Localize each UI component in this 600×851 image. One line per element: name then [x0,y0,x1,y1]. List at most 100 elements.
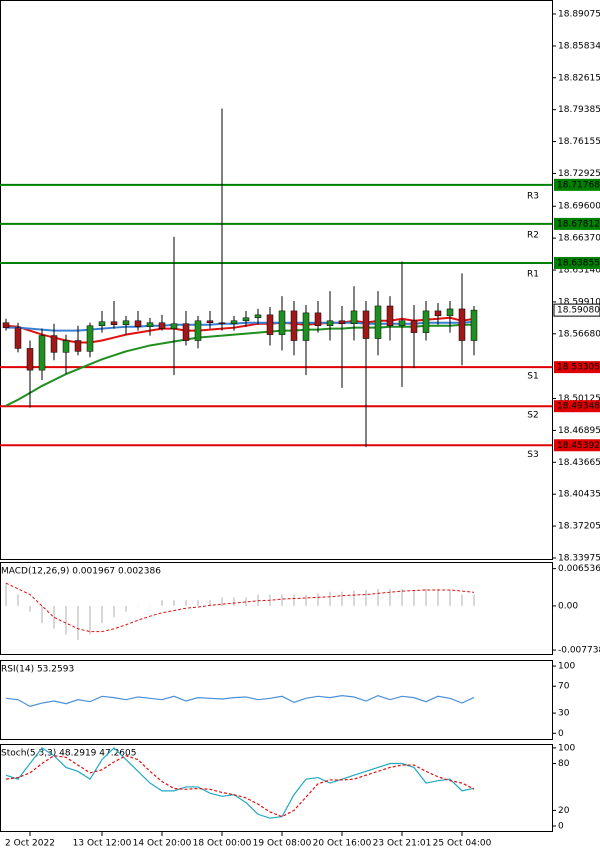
candle-body [302,312,310,341]
macd-bar [137,605,139,607]
candle-body [26,348,34,371]
level-tag [554,256,600,269]
y-tick-label: 18.59910 [558,297,600,307]
macd-bar [389,588,391,606]
macd-bar [89,605,91,635]
candle-body [38,335,46,371]
macd-bar [5,583,7,606]
candle-body [62,340,70,353]
level-tag [554,439,600,452]
y-tick-label: 18.66370 [558,234,600,244]
candle-body [422,310,430,333]
candle-body [230,320,238,324]
level-name: S1 [527,372,538,382]
candle-body [206,320,214,324]
macd-bar [197,600,199,606]
candle-body [338,320,346,324]
macd-bar [461,594,463,606]
level-tag-label: 18.49348 [557,402,600,412]
y-tick-label: 70 [558,682,570,692]
candle-body [374,305,382,339]
macd-bar [305,594,307,606]
candle-body [50,335,58,353]
candle-body [2,322,10,328]
candle-body [398,320,406,326]
indicator-line [5,694,475,708]
macd-bar [161,600,163,606]
x-tick-label: 13 Oct 12:00 [73,839,132,849]
panel-frame [0,0,553,560]
macd-bar [413,589,415,606]
macd-bar [473,594,475,606]
candle-body [110,321,118,325]
macd-bar [233,597,235,606]
macd-bar [173,600,175,606]
level-tag [554,178,600,191]
macd-bar [41,605,43,624]
macd-bar [113,605,115,618]
macd-bar [449,589,451,606]
level-tag-label: 18.67812 [557,219,600,229]
candle-body [458,308,466,341]
panel-title: RSI(14) 53.2593 [1,665,74,675]
macd-bar [365,589,367,606]
candle-body [362,310,370,339]
macd-bar [65,605,67,635]
x-tick-label: 14 Oct 20:00 [133,839,192,849]
candle-body [122,320,130,325]
candle-body [86,325,94,352]
panel-frame [0,562,553,655]
y-tick-label: 18.63140 [558,266,600,276]
macd-bar [221,597,223,606]
macd-bar [293,594,295,606]
x-tick-label: 25 Oct 04:00 [433,839,492,849]
candle-body [290,310,298,341]
y-tick-label: 18.76155 [558,137,600,147]
y-tick-label: 0 [558,821,564,831]
y-tick-label: 0.00 [558,601,578,611]
candle-body [314,312,322,326]
panel-title: MACD(12,26,9) 0.001967 0.002386 [1,567,161,577]
candle-body [14,327,22,349]
last-price-tag [553,303,600,317]
y-tick-label: 18.82615 [558,73,600,83]
macd-bar [17,594,19,606]
candle-body [158,322,166,329]
y-tick-label: 18.40435 [558,490,600,500]
x-tick-label: 23 Oct 21:01 [373,839,432,849]
y-tick-label: 18.50125 [558,394,600,404]
candle-body [218,322,226,325]
y-tick-label: -0.007738 [558,646,600,656]
macd-bar [377,588,379,606]
x-tick-label: 19 Oct 08:00 [253,839,312,849]
panel-frame [0,660,553,740]
macd-bar [149,605,151,607]
candle-body [446,308,454,317]
candle-body [194,320,202,341]
level-tag-label: 18.53305 [557,363,600,373]
y-tick-label: 0.006536 [558,564,600,574]
level-name: S3 [527,450,538,460]
level-tag [554,361,600,374]
y-tick-label: 18.89075 [558,9,600,19]
y-tick-label: 18.69600 [558,202,600,212]
candle-body [326,320,334,326]
panel-frame [0,744,553,832]
macd-bar [341,591,343,606]
macd-bar [77,605,79,641]
candle-body [182,323,190,341]
y-tick-label: 18.56680 [558,329,600,339]
level-tag [554,217,600,230]
candle-body [146,322,154,327]
last-price-label: 18.59080 [557,306,600,316]
y-tick-label: 18.79385 [558,105,600,115]
macd-bar [329,591,331,606]
x-tick-label: 20 Oct 16:00 [313,839,372,849]
y-tick-label: 18.43665 [558,458,600,468]
candle-body [254,314,262,319]
indicator-line [5,747,475,819]
candle-body [386,305,394,326]
moving-average [6,320,475,332]
macd-bar [257,594,259,606]
